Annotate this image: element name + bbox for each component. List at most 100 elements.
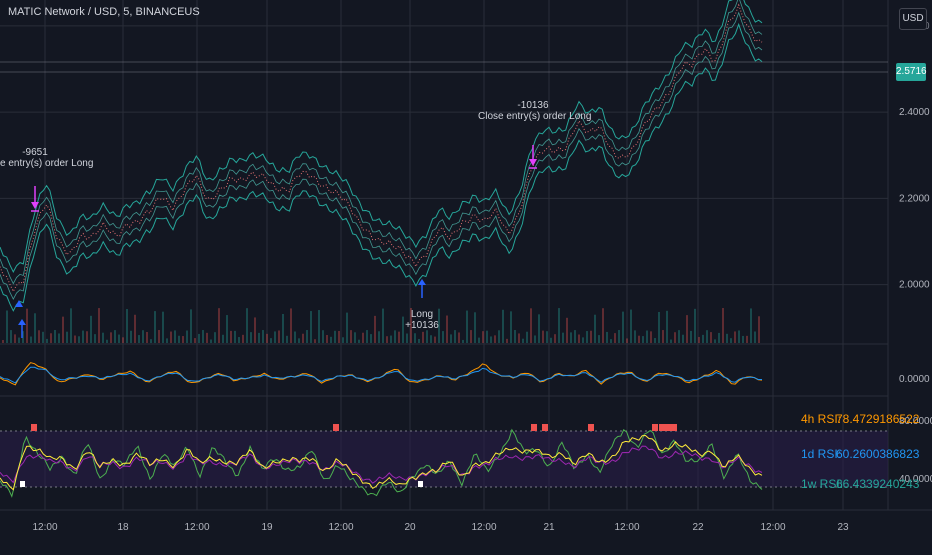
- rsi-readout-label: 1w RSI:: [801, 477, 844, 491]
- volume-bar: [586, 331, 588, 343]
- volume-bar: [538, 314, 540, 343]
- volume-bar: [694, 308, 696, 343]
- volume-bar: [450, 334, 452, 343]
- volume-bar: [82, 330, 84, 343]
- time-axis-label: 21: [543, 522, 555, 533]
- time-axis-label: 12:00: [184, 522, 209, 533]
- volume-bar: [426, 330, 428, 343]
- volume-bar: [518, 333, 520, 343]
- volume-bar: [234, 330, 236, 343]
- volume-bar: [254, 317, 256, 343]
- volume-bar: [362, 332, 364, 343]
- volume-bar: [74, 335, 76, 343]
- volume-bar: [178, 335, 180, 343]
- volume-bar: [14, 334, 16, 343]
- volume-bar: [78, 336, 80, 343]
- volume-bar: [590, 330, 592, 343]
- volume-bar: [654, 338, 656, 343]
- time-axis-label: 20: [404, 522, 416, 533]
- volume-bar: [422, 331, 424, 343]
- rsi-readout-value: 66.4339240243: [836, 477, 920, 491]
- volume-bar: [138, 335, 140, 343]
- rsi-overbought-marker: [665, 424, 671, 431]
- volume-bar: [198, 333, 200, 343]
- rsi-series: [0, 424, 763, 498]
- volume-bar: [742, 335, 744, 343]
- volume-bar: [26, 308, 28, 343]
- volume-bar: [294, 331, 296, 343]
- close-order-annotation-1: -9651 Close entry(s) order Long: [0, 147, 93, 169]
- volume-bar: [446, 315, 448, 343]
- volume-bar: [90, 315, 92, 343]
- volume-bar: [170, 331, 172, 343]
- sell-marker-1[interactable]: [31, 186, 39, 212]
- time-axis-label: 12:00: [614, 522, 639, 533]
- volume-bar: [98, 308, 100, 343]
- volume-bar: [758, 316, 760, 343]
- volume-bar: [470, 330, 472, 343]
- volume-bar: [642, 336, 644, 343]
- volume-bar: [746, 335, 748, 343]
- volume-bar: [142, 330, 144, 343]
- time-axis-label: 19: [261, 522, 273, 533]
- long-order-qty: +10136: [405, 320, 439, 331]
- currency-button[interactable]: USD: [899, 8, 927, 30]
- volume-bar: [582, 337, 584, 343]
- sell-marker-2[interactable]: [529, 145, 537, 169]
- volume-bar: [650, 331, 652, 343]
- volume-bar: [118, 334, 120, 343]
- volume-bar: [10, 330, 12, 343]
- time-axis-label: 12:00: [471, 522, 496, 533]
- volume-bar: [6, 310, 8, 343]
- volume-bar: [402, 316, 404, 343]
- volume-bar: [530, 308, 532, 343]
- volume-bar: [282, 313, 284, 343]
- volume-bar: [430, 335, 432, 343]
- volume-bar: [698, 336, 700, 343]
- volume-bar: [658, 311, 660, 343]
- volume-bar: [594, 314, 596, 343]
- volume-bar: [486, 330, 488, 343]
- rsi-readout-label: 4h RSI:: [801, 412, 842, 426]
- volume-bar: [330, 336, 332, 343]
- volume-bar: [150, 339, 152, 343]
- last-price-tag: 2.5716: [896, 63, 927, 81]
- volume-bar: [622, 311, 624, 343]
- rsi-overbought-marker: [652, 424, 658, 431]
- volume-bar: [558, 308, 560, 343]
- volume-bar: [394, 330, 396, 343]
- buy-marker-2[interactable]: [18, 319, 26, 338]
- volume-bar: [390, 335, 392, 343]
- volume-bar: [434, 336, 436, 343]
- volume-bar: [174, 330, 176, 343]
- time-axis-label: 12:00: [328, 522, 353, 533]
- volume-bar: [626, 338, 628, 343]
- rsi-overbought-marker: [659, 424, 665, 431]
- volume-bar: [314, 339, 316, 343]
- rsi-oversold-marker: [20, 481, 25, 487]
- volume-bar: [534, 335, 536, 343]
- close-order-qty-1: -9651: [22, 147, 48, 158]
- close-order-qty-2: -10136: [517, 100, 549, 111]
- volume-bar: [194, 338, 196, 343]
- chart-title[interactable]: MATIC Network / USD, 5, BINANCEUS: [8, 6, 200, 18]
- volume-bar: [554, 334, 556, 343]
- buy-marker-3[interactable]: [418, 279, 426, 298]
- volume-bar: [646, 330, 648, 343]
- volume-bar: [630, 309, 632, 343]
- volume-bar: [306, 330, 308, 343]
- volume-bar: [574, 330, 576, 343]
- long-order-text: Long: [410, 309, 434, 320]
- volume-bar: [46, 338, 48, 343]
- buy-marker-1[interactable]: [15, 300, 23, 307]
- volume-bar: [298, 338, 300, 343]
- volume-bar: [498, 330, 500, 343]
- close-order-text-2: Close entry(s) order Long: [478, 111, 592, 122]
- volume-bar: [30, 336, 32, 343]
- rsi-line-yellow: [0, 434, 763, 491]
- volume-bar: [38, 330, 40, 343]
- volume-bar: [566, 317, 568, 343]
- volume-bar: [66, 331, 68, 343]
- rsi-readout-value: 60.2600386823: [836, 447, 920, 461]
